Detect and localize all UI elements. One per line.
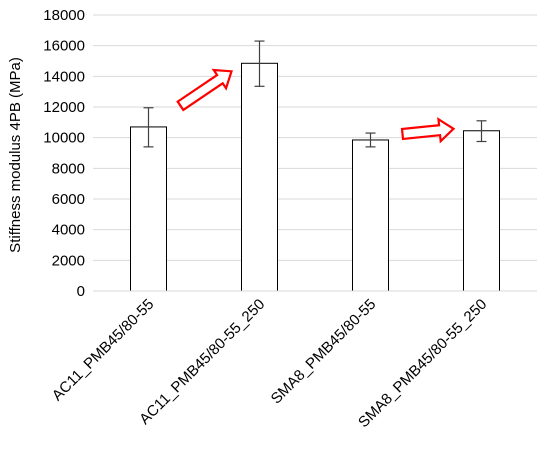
y-tick-label: 12000 <box>43 99 85 116</box>
annotation-arrows <box>176 68 456 144</box>
y-tick-label: 8000 <box>52 160 85 177</box>
bars <box>130 62 500 292</box>
y-tick-labels: 0 2000 4000 6000 8000 10000 12000 14000 16000 180… <box>43 7 85 300</box>
error-bar <box>143 107 154 148</box>
bar <box>241 62 278 292</box>
bar <box>130 126 167 292</box>
error-bar <box>254 40 265 87</box>
bar <box>463 130 500 292</box>
error-bar <box>365 132 376 148</box>
x-tick-label: SMA8_PMB45/80-55 <box>268 296 380 408</box>
y-tick-label: 2000 <box>52 252 85 269</box>
annotation-arrow <box>400 117 456 144</box>
y-tick-label: 18000 <box>43 7 85 24</box>
y-tick-label: 4000 <box>52 222 85 239</box>
error-bar <box>476 120 487 143</box>
bar <box>352 139 389 292</box>
annotation-arrow <box>176 68 233 112</box>
x-tick-label: SMA8_PMB45/80-55_250 <box>355 296 490 431</box>
y-tick-label: 6000 <box>52 191 85 208</box>
x-tick-label: AC11_PMB45/80-55_250 <box>136 296 268 428</box>
error-bars <box>143 40 487 148</box>
y-tick-label: 10000 <box>43 130 85 147</box>
y-axis-title: Stiffness modulus 4PB (MPa) <box>7 57 24 253</box>
x-tick-label: AC11_PMB45/80-55 <box>49 296 158 405</box>
y-tick-label: 16000 <box>43 38 85 55</box>
y-tick-label: 0 <box>77 283 85 300</box>
y-tick-label: 14000 <box>43 68 85 85</box>
